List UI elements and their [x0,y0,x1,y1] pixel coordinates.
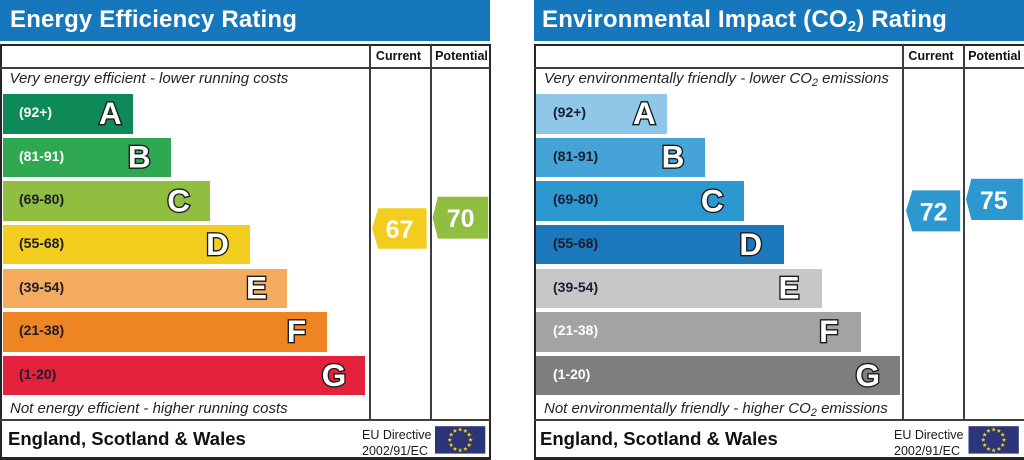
svg-text:E: E [246,270,267,306]
svg-text:A: A [99,95,122,131]
svg-text:C: C [167,182,190,218]
svg-text:D: D [739,226,762,262]
svg-text:B: B [128,139,151,175]
svg-text:E: E [778,270,799,306]
svg-text:D: D [206,226,229,262]
svg-text:F: F [819,313,838,349]
svg-text:67: 67 [386,216,414,244]
svg-text:70: 70 [447,205,475,233]
svg-text:72: 72 [920,198,948,226]
svg-text:G: G [855,357,880,393]
svg-text:A: A [633,95,656,131]
svg-text:B: B [662,139,685,175]
svg-text:75: 75 [980,187,1008,215]
svg-text:C: C [701,182,724,218]
svg-text:F: F [287,313,306,349]
svg-text:G: G [322,357,347,393]
